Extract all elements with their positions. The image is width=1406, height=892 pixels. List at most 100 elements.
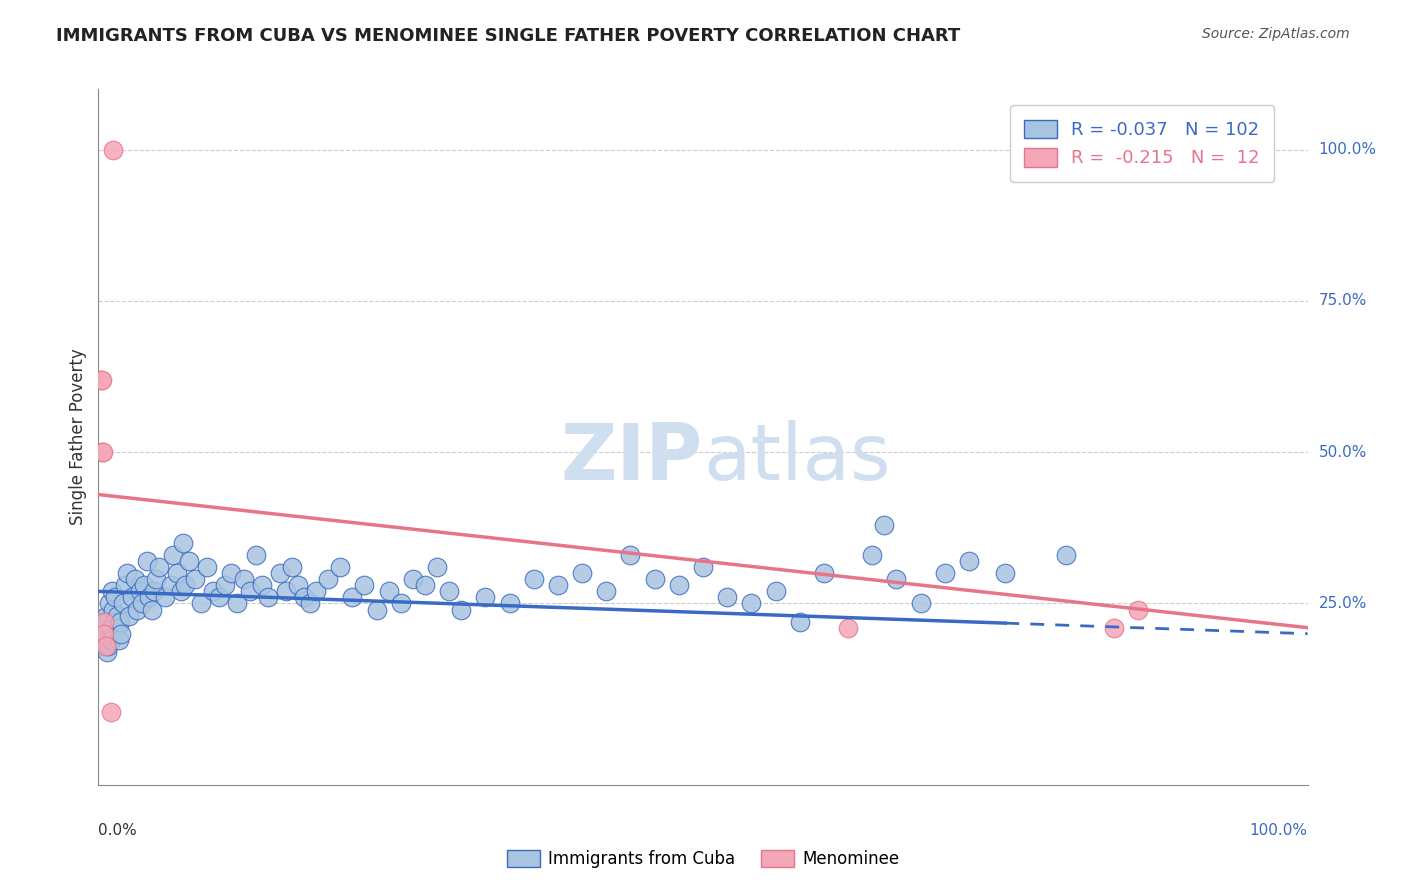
Point: [298, 597, 321, 611]
Point: [957, 554, 980, 568]
Point: [202, 584, 225, 599]
Point: [498, 597, 520, 611]
Point: [619, 548, 641, 562]
Point: [91, 373, 114, 387]
Point: [177, 554, 201, 568]
Point: [1054, 548, 1077, 562]
Point: [128, 584, 150, 599]
Point: [135, 554, 157, 568]
Y-axis label: Single Father Poverty: Single Father Poverty: [69, 349, 87, 525]
Point: [94, 608, 117, 623]
Point: [316, 572, 339, 586]
Point: [245, 548, 267, 562]
Point: [148, 560, 170, 574]
Point: [994, 566, 1017, 581]
Point: [145, 572, 167, 586]
Point: [437, 584, 460, 599]
Point: [221, 566, 243, 581]
Point: [342, 591, 364, 605]
Point: [226, 597, 249, 611]
Point: [571, 566, 593, 581]
Point: [1128, 602, 1150, 616]
Point: [910, 597, 932, 611]
Point: [103, 615, 125, 629]
Point: [90, 626, 112, 640]
Point: [91, 445, 114, 459]
Point: [860, 548, 883, 562]
Text: 50.0%: 50.0%: [1319, 445, 1367, 459]
Point: [305, 584, 328, 599]
Point: [166, 566, 188, 581]
Point: [595, 584, 617, 599]
Point: [94, 639, 117, 653]
Point: [250, 578, 273, 592]
Point: [103, 626, 125, 640]
Text: ZIP: ZIP: [561, 420, 703, 496]
Point: [93, 615, 115, 629]
Point: [837, 621, 859, 635]
Point: [450, 602, 472, 616]
Point: [100, 632, 122, 647]
Text: 25.0%: 25.0%: [1319, 596, 1367, 611]
Point: [366, 602, 388, 616]
Point: [162, 548, 184, 562]
Point: [121, 591, 143, 605]
Point: [124, 572, 146, 586]
Point: [214, 578, 236, 592]
Point: [668, 578, 690, 592]
Point: [90, 373, 112, 387]
Point: [107, 621, 129, 635]
Point: [389, 597, 412, 611]
Point: [96, 645, 118, 659]
Text: 100.0%: 100.0%: [1319, 142, 1376, 157]
Point: [789, 615, 811, 629]
Point: [111, 597, 134, 611]
Point: [127, 602, 149, 616]
Point: [208, 591, 231, 605]
Point: [287, 578, 309, 592]
Point: [93, 626, 115, 640]
Text: 75.0%: 75.0%: [1319, 293, 1367, 309]
Point: [100, 621, 122, 635]
Point: [174, 578, 197, 592]
Point: [93, 621, 115, 635]
Point: [281, 560, 304, 574]
Point: [813, 566, 835, 581]
Text: 0.0%: 0.0%: [98, 823, 138, 838]
Point: [101, 602, 124, 616]
Point: [172, 536, 194, 550]
Point: [138, 591, 160, 605]
Point: [134, 578, 156, 592]
Point: [91, 445, 114, 459]
Point: [547, 578, 569, 592]
Point: [131, 597, 153, 611]
Point: [101, 143, 124, 157]
Point: [765, 584, 787, 599]
Point: [256, 591, 278, 605]
Point: [98, 597, 121, 611]
Point: [274, 584, 297, 599]
Legend: R = -0.037   N = 102, R =  -0.215   N =  12: R = -0.037 N = 102, R = -0.215 N = 12: [1010, 105, 1274, 182]
Point: [426, 560, 449, 574]
Point: [100, 584, 122, 599]
Point: [239, 584, 262, 599]
Legend: Immigrants from Cuba, Menominee: Immigrants from Cuba, Menominee: [501, 843, 905, 875]
Point: [934, 566, 956, 581]
Point: [108, 615, 131, 629]
Point: [353, 578, 375, 592]
Point: [474, 591, 496, 605]
Point: [377, 584, 399, 599]
Point: [740, 597, 762, 611]
Point: [118, 608, 141, 623]
Point: [292, 591, 315, 605]
Point: [232, 572, 254, 586]
Point: [104, 591, 127, 605]
Point: [114, 578, 136, 592]
Point: [644, 572, 666, 586]
Point: [93, 632, 115, 647]
Point: [96, 615, 118, 629]
Point: [160, 578, 183, 592]
Point: [91, 615, 114, 629]
Point: [873, 517, 896, 532]
Text: 100.0%: 100.0%: [1250, 823, 1308, 838]
